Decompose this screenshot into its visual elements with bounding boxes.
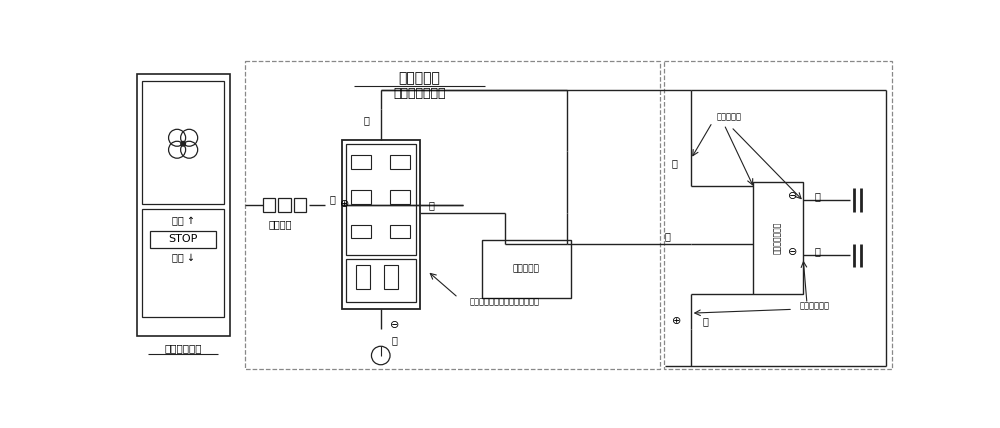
Bar (351, 155, 371, 169)
Text: ⊖: ⊖ (390, 321, 399, 330)
Text: 白: 白 (363, 116, 369, 126)
Text: 保险丝盒: 保险丝盒 (268, 220, 292, 229)
Text: 电机控制线: 电机控制线 (717, 112, 742, 121)
Bar (482, 240, 571, 298)
Text: 装饰灯控制线: 装饰灯控制线 (800, 301, 830, 310)
Text: STOP: STOP (168, 234, 198, 244)
Bar (664, 61, 892, 369)
Bar (753, 182, 803, 294)
Text: ⊖: ⊖ (788, 191, 797, 201)
Text: 开关接线图: 开关接线图 (399, 71, 440, 85)
Bar (390, 155, 410, 169)
Circle shape (181, 141, 185, 146)
Text: ⊕: ⊕ (340, 199, 349, 209)
Bar (351, 225, 371, 238)
Text: 继电器三档（中档停）六脚开关: 继电器三档（中档停）六脚开关 (470, 297, 540, 306)
Text: 储蓄方形蓄电池: 储蓄方形蓄电池 (773, 222, 782, 254)
Bar (142, 80, 224, 204)
Bar (150, 231, 216, 248)
Bar (263, 199, 275, 212)
Bar (390, 190, 410, 204)
Bar (384, 265, 398, 288)
Text: （开关正面）: （开关正面） (164, 343, 202, 353)
Text: 吸气 ↑: 吸气 ↑ (172, 216, 195, 226)
Bar (346, 259, 416, 302)
Text: 黑: 黑 (392, 335, 398, 345)
Text: 黑: 黑 (815, 191, 821, 201)
Bar (390, 225, 410, 238)
Bar (346, 144, 416, 256)
Text: 红: 红 (330, 194, 336, 204)
Text: 绿: 绿 (428, 200, 434, 210)
Text: 绿: 绿 (665, 231, 670, 241)
Bar (294, 199, 306, 212)
Bar (351, 190, 371, 204)
Text: 蓝: 蓝 (672, 158, 678, 168)
Text: ⊖: ⊖ (788, 247, 797, 256)
Text: 车身连接线: 车身连接线 (512, 265, 539, 274)
Bar (356, 265, 370, 288)
Bar (142, 209, 224, 317)
Text: ⊕: ⊕ (672, 316, 681, 326)
Bar (342, 140, 420, 309)
Bar (278, 199, 291, 212)
Text: 排气 ↓: 排气 ↓ (172, 253, 195, 263)
Bar (245, 61, 660, 369)
Text: （面对开关脚）: （面对开关脚） (393, 87, 446, 100)
Text: 白: 白 (815, 247, 821, 256)
Bar (137, 74, 230, 336)
Text: 黄: 黄 (702, 316, 708, 326)
